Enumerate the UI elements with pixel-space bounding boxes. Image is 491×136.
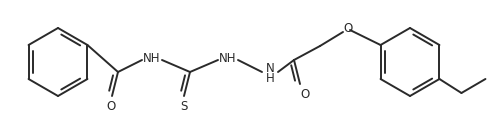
Text: O: O <box>107 101 115 114</box>
Text: N: N <box>266 63 274 75</box>
Text: NH: NH <box>143 52 161 64</box>
Text: NH: NH <box>219 52 237 64</box>
Text: S: S <box>180 101 188 114</box>
Text: O: O <box>300 87 310 101</box>
Text: O: O <box>343 21 353 35</box>
Text: H: H <box>266 72 274 86</box>
